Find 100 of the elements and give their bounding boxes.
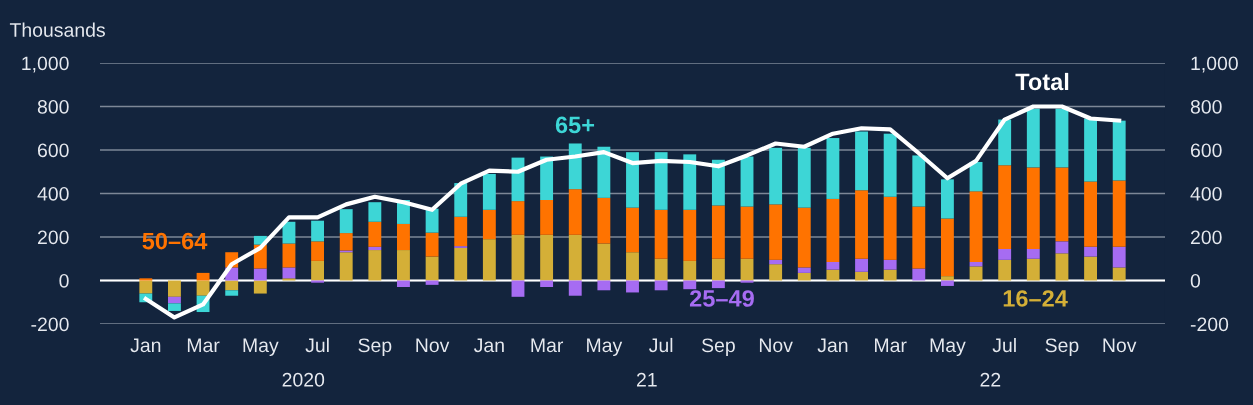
y-tick-label: 0 — [59, 273, 69, 288]
x-tick-label: Nov — [759, 338, 793, 353]
bar — [998, 119, 1012, 166]
bar — [826, 269, 840, 281]
bar — [940, 179, 954, 219]
bar — [855, 271, 868, 281]
bar — [368, 250, 382, 281]
y2-tick-label: 800 — [1190, 99, 1222, 114]
bar — [368, 246, 382, 251]
series-label: 25–49 — [689, 290, 754, 307]
bar — [368, 221, 382, 247]
bar — [282, 278, 296, 281]
y-tick-label: 1,000 — [22, 56, 69, 73]
bar — [1055, 253, 1069, 281]
bar — [740, 156, 754, 207]
bar — [167, 303, 181, 311]
bar — [454, 216, 468, 247]
bar — [1084, 246, 1098, 257]
bar — [311, 260, 325, 281]
bar — [740, 206, 754, 259]
bar — [769, 204, 783, 260]
bar — [683, 154, 697, 210]
x-tick-label: Nov — [416, 338, 450, 353]
bar — [797, 207, 811, 268]
y2-tick-label: 0 — [1190, 273, 1201, 288]
bar — [1026, 248, 1040, 259]
bar — [225, 280, 239, 291]
bar — [568, 234, 582, 281]
x-tick-label: May — [930, 338, 966, 357]
y-axis-title: Thousands — [9, 22, 105, 37]
bar — [855, 131, 868, 191]
bar — [167, 280, 181, 297]
bar — [368, 202, 382, 222]
bar — [540, 200, 554, 235]
bar — [139, 278, 153, 281]
x-tick-label: Nov — [1103, 338, 1137, 353]
y2-tick-label: 600 — [1190, 143, 1222, 158]
bar — [1112, 120, 1126, 181]
bar — [883, 196, 897, 260]
bar — [425, 256, 439, 281]
bar — [253, 280, 267, 294]
bar — [454, 183, 468, 217]
bar — [711, 280, 725, 289]
bar — [855, 190, 868, 259]
x-tick-label: Jan — [130, 338, 161, 353]
bar — [1084, 256, 1098, 281]
bar — [1055, 167, 1069, 242]
bar — [311, 220, 325, 242]
bar — [769, 147, 783, 205]
bar — [597, 243, 611, 281]
bar — [683, 280, 697, 290]
bar — [654, 152, 668, 210]
x-tick-label: Sep — [701, 338, 735, 357]
y-tick-label: 400 — [37, 186, 69, 201]
x-tick-label: Jul — [992, 337, 1016, 353]
y2-tick-label: 200 — [1190, 230, 1222, 245]
x-tick-label: May — [587, 338, 623, 357]
x-tick-label: Mar — [531, 338, 564, 353]
bar — [397, 223, 410, 251]
bar — [969, 191, 983, 263]
bar — [998, 259, 1012, 281]
series-label: 16–24 — [1003, 290, 1068, 307]
bar — [425, 280, 439, 285]
bar — [998, 248, 1012, 260]
bar — [711, 159, 725, 206]
bar — [282, 267, 296, 279]
bar — [597, 280, 611, 291]
bar — [597, 146, 611, 198]
x-tick-label: Jan — [817, 338, 848, 353]
bar — [855, 258, 868, 272]
bar — [1112, 180, 1126, 247]
bar — [1084, 118, 1098, 182]
y-tick-label: 800 — [37, 99, 69, 114]
bar — [912, 268, 926, 281]
bar — [540, 234, 554, 281]
bar — [797, 272, 811, 281]
text: 2020 — [282, 372, 325, 387]
bar — [797, 267, 811, 273]
bar — [626, 152, 639, 208]
bar — [540, 280, 554, 288]
x-tick-label: Sep — [358, 338, 392, 357]
bar — [1026, 258, 1040, 281]
bar — [711, 258, 725, 281]
bar — [511, 201, 525, 235]
bar — [1026, 108, 1040, 168]
bar — [826, 138, 840, 199]
y-tick-label: 600 — [37, 143, 69, 158]
bar — [883, 133, 897, 197]
bar — [339, 209, 353, 234]
bar — [339, 233, 353, 251]
text: 22 — [980, 372, 1001, 387]
bar — [282, 243, 296, 268]
bar — [883, 269, 897, 281]
bar — [626, 252, 639, 281]
bar — [912, 155, 926, 207]
bar — [568, 189, 582, 235]
bar — [797, 147, 811, 208]
bar — [253, 268, 267, 281]
bar — [826, 262, 840, 270]
bar — [397, 250, 410, 281]
